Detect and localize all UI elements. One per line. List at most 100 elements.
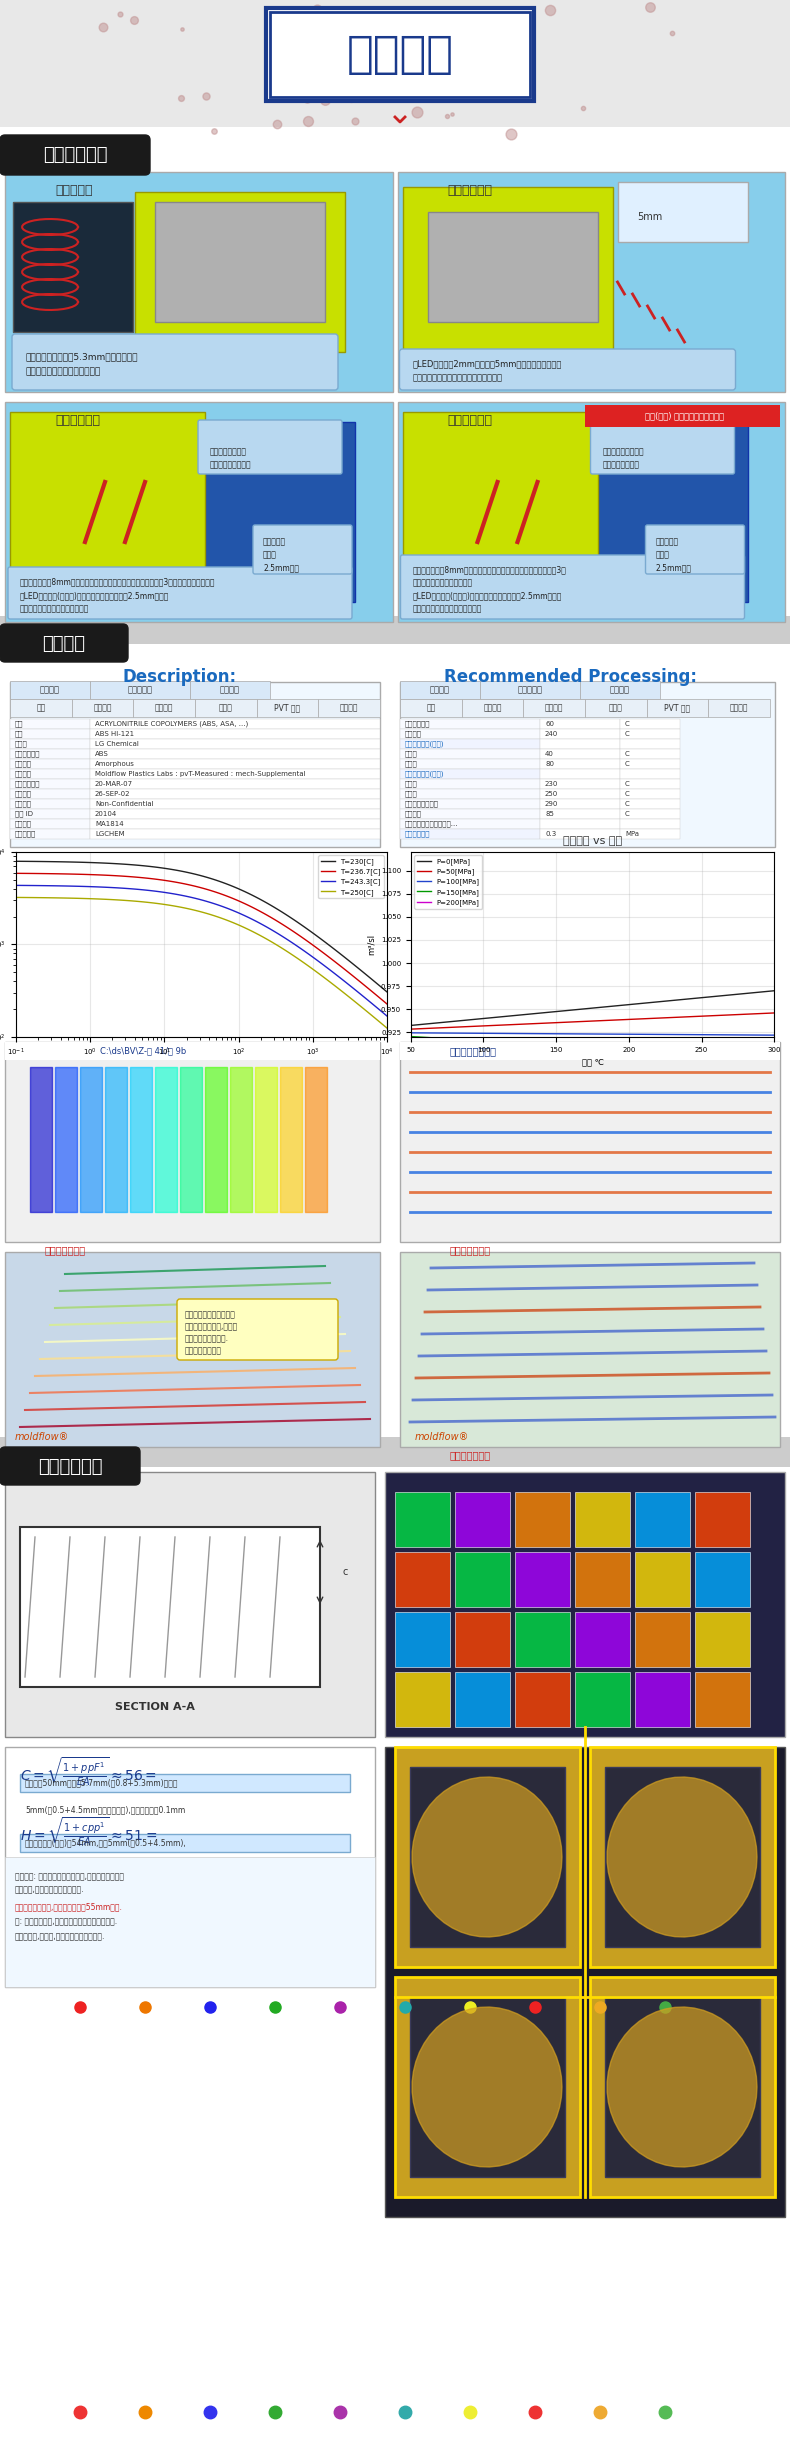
Legend: P=0[MPa], P=50[MPa], P=100[MPa], P=150[MPa], P=200[MPa]: P=0[MPa], P=50[MPa], P=100[MPa], P=150[M… — [414, 855, 482, 909]
Bar — [523, 699, 585, 716]
Text: 热属性: 热属性 — [219, 704, 233, 712]
Bar — [397, 402, 785, 621]
FancyBboxPatch shape — [8, 568, 352, 619]
Bar — [540, 780, 620, 790]
Bar — [402, 412, 597, 592]
P=150[MPa] — [623, 1033, 632, 1063]
Text: 如图红圈中位置壁厚5.3mm，产品会出现: 如图红圈中位置壁厚5.3mm，产品会出现 — [25, 353, 137, 361]
Text: 设计尺寸,确保模具强度满足要求.: 设计尺寸,确保模具强度满足要求. — [15, 1886, 85, 1894]
Text: 模具温度范围(推荐): 模具温度范围(推荐) — [405, 741, 445, 748]
Bar — [385, 1747, 785, 2218]
Text: 客户(买家) 同意前的方案变更产品: 客户(买家) 同意前的方案变更产品 — [645, 412, 724, 422]
P=0[MPa] — [476, 1004, 485, 1033]
Bar — [400, 799, 540, 809]
Bar — [5, 1043, 380, 1243]
Line: T=230[C]: T=230[C] — [16, 860, 387, 992]
Bar — [400, 758, 540, 770]
T=236.7[C] — [382, 989, 392, 1019]
P=100[MPa] — [593, 1019, 603, 1048]
Text: 收缩属性: 收缩属性 — [40, 685, 60, 695]
Bar — [410, 1996, 565, 2176]
Bar — [270, 12, 530, 97]
Text: Moldflow Plastics Labs : pvT-Measured : mech-Supplemental: Moldflow Plastics Labs : pvT-Measured : … — [95, 770, 306, 777]
Text: C: C — [625, 780, 630, 787]
P=200[MPa] — [623, 1048, 632, 1077]
Text: 查看顶出温度的测试信息...: 查看顶出温度的测试信息... — [405, 821, 458, 826]
Bar — [10, 699, 72, 716]
Bar — [395, 1976, 580, 2198]
Text: 机械属性: 机械属性 — [340, 704, 359, 712]
Text: 牌号: 牌号 — [15, 731, 24, 738]
P=200[MPa] — [740, 1063, 750, 1092]
T=236.7[C] — [363, 975, 373, 1004]
Bar — [400, 819, 540, 829]
Text: 前期分析沟通: 前期分析沟通 — [43, 146, 107, 163]
Text: 250: 250 — [545, 792, 559, 797]
Text: 模具表面温度: 模具表面温度 — [405, 721, 431, 726]
Bar — [647, 699, 709, 716]
FancyBboxPatch shape — [0, 1448, 140, 1484]
Bar — [620, 799, 680, 809]
Text: 能减小缩影风险但设方案一相低。: 能减小缩影风险但设方案一相低。 — [20, 604, 89, 614]
Text: 20-MAR-07: 20-MAR-07 — [95, 780, 134, 787]
Text: SECTION A-A: SECTION A-A — [115, 1701, 195, 1713]
Bar — [400, 699, 461, 716]
T=230[C] — [352, 953, 362, 982]
Text: 缩影，需调压力控制: 缩影，需调压力控制 — [210, 461, 252, 470]
Bar — [597, 422, 747, 602]
Text: 推荐工艺: 推荐工艺 — [483, 704, 502, 712]
Text: 此相交处最: 此相交处最 — [656, 539, 679, 546]
Bar — [13, 202, 133, 331]
Bar — [5, 402, 393, 621]
Bar — [620, 758, 680, 770]
Bar — [10, 748, 90, 758]
Text: c: c — [342, 1567, 348, 1577]
Text: 材料类型: 材料类型 — [15, 760, 32, 768]
Text: 最后修改日期: 最后修改日期 — [15, 780, 40, 787]
Bar — [455, 1491, 510, 1547]
Text: 把LED筋条口部(红色面)下降数浅，设计单边壁厚2.5mm以内，: 把LED筋条口部(红色面)下降数浅，设计单边壁厚2.5mm以内， — [20, 592, 169, 600]
FancyBboxPatch shape — [253, 524, 352, 575]
Bar — [90, 729, 380, 738]
P=0[MPa] — [751, 977, 761, 1006]
Bar — [10, 799, 90, 809]
T=236.7[C] — [202, 875, 212, 904]
Text: C: C — [625, 731, 630, 736]
Text: 大壁厚: 大壁厚 — [656, 551, 669, 561]
T=243.3[C] — [82, 872, 92, 902]
FancyBboxPatch shape — [401, 556, 744, 619]
Text: 右图我司为东风裕隆设计的一款新车灯。: 右图我司为东风裕隆设计的一款新车灯。 — [412, 373, 502, 383]
Bar — [266, 7, 534, 100]
P=0[MPa] — [740, 980, 750, 1009]
Text: 解决方案三：: 解决方案三： — [447, 414, 492, 426]
Bar — [427, 212, 597, 322]
Text: $H = \sqrt{\frac{1+cpp^1}{EA}} \approx 51=$: $H = \sqrt{\frac{1+cpp^1}{EA}} \approx 5… — [20, 1816, 157, 1847]
Text: 机械属性: 机械属性 — [730, 704, 748, 712]
Text: 80: 80 — [545, 760, 554, 768]
Bar — [695, 1552, 750, 1606]
Bar — [618, 183, 747, 241]
Text: 材料名称缩写: 材料名称缩写 — [15, 751, 40, 758]
Bar — [318, 699, 380, 716]
Text: C: C — [625, 721, 630, 726]
Line: P=0[MPa]: P=0[MPa] — [411, 992, 774, 1026]
Text: 40: 40 — [545, 751, 554, 758]
Bar — [90, 780, 380, 790]
Bar — [515, 1552, 570, 1606]
P=50[MPa] — [769, 999, 779, 1028]
Line: P=50[MPa]: P=50[MPa] — [411, 1014, 774, 1028]
Bar — [635, 1552, 690, 1606]
Text: 材料 ID: 材料 ID — [15, 812, 33, 816]
Bar — [400, 809, 540, 819]
Text: moldflow®: moldflow® — [415, 1433, 469, 1443]
Bar — [395, 1491, 450, 1547]
P=50[MPa] — [740, 999, 750, 1028]
Text: ACRYLONITRILE COPOLYMERS (ABS, ASA, ...): ACRYLONITRILE COPOLYMERS (ABS, ASA, ...) — [95, 721, 248, 726]
Bar — [90, 748, 380, 758]
Text: 机构所经历的时间,颜色越: 机构所经历的时间,颜色越 — [185, 1323, 239, 1331]
Bar — [20, 1528, 320, 1686]
Text: 描述: 描述 — [36, 704, 46, 712]
P=200[MPa] — [406, 1026, 416, 1055]
Bar — [620, 809, 680, 819]
Line: P=200[MPa]: P=200[MPa] — [411, 1041, 774, 1080]
